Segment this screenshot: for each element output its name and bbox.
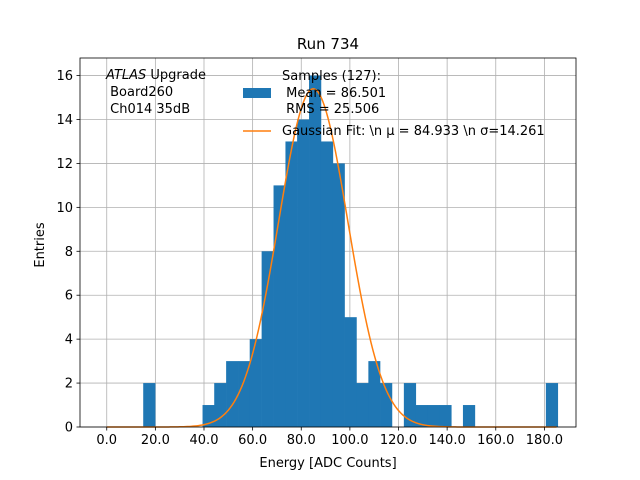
x-axis-label: Energy [ADC Counts] (259, 456, 396, 471)
histogram-bars (143, 75, 559, 428)
histogram-bar (226, 361, 239, 427)
legend-histogram-swatch (243, 88, 271, 98)
annotation-upgrade: Upgrade (146, 68, 206, 83)
x-tick-label: 60.0 (238, 433, 267, 448)
histogram-bar (297, 119, 310, 427)
histogram-bar (356, 383, 369, 427)
histogram-bar (439, 405, 452, 427)
annotation-atlas: ATLAS (105, 68, 146, 83)
legend-samples-label: Samples (127): (282, 69, 381, 84)
x-tick-label: 160.0 (477, 433, 514, 448)
histogram-bar (368, 361, 381, 427)
annotation-line-3: Ch014 35dB (106, 102, 190, 117)
histogram-bar (344, 317, 357, 427)
annotation-line-2: Board260 (106, 85, 173, 100)
annotation-line-1: ATLAS Upgrade (105, 68, 206, 83)
legend-rms-label: RMS = 25.506 (282, 102, 379, 117)
histogram-bar (427, 405, 440, 427)
y-tick-label: 10 (56, 201, 73, 216)
histogram-bar (249, 339, 262, 427)
x-tick-label: 180.0 (526, 433, 563, 448)
histogram-bar (462, 405, 476, 427)
histogram-bar (332, 163, 345, 427)
y-tick-label: 2 (65, 377, 73, 392)
x-tick-label: 20.0 (141, 433, 170, 448)
legend-fit-label: Gaussian Fit: \n μ = 84.933 \n σ=14.261 (282, 124, 545, 139)
histogram-bar (545, 383, 559, 427)
histogram-bar (415, 405, 428, 427)
histogram-bar (380, 383, 393, 427)
histogram-bar (273, 185, 286, 427)
y-axis-label: Entries (33, 222, 48, 268)
y-tick-label: 16 (56, 69, 73, 84)
histogram-bar (403, 383, 417, 427)
y-tick-label: 8 (65, 245, 73, 260)
y-tick-label: 12 (56, 157, 73, 172)
histogram-bar (261, 251, 274, 427)
histogram-bar (309, 75, 322, 428)
plot-frame (79, 57, 577, 428)
chart-title: Run 734 (297, 35, 359, 53)
histogram-bar (285, 141, 298, 427)
atlas-annotation: ATLAS Upgrade Board260 Ch014 35dB (105, 68, 206, 117)
y-tick-label: 6 (65, 289, 73, 304)
legend: Samples (127): Mean = 86.501 RMS = 25.50… (243, 69, 545, 139)
x-tick-label: 0.0 (96, 433, 117, 448)
y-tick-label: 14 (56, 113, 73, 128)
histogram-bar (143, 383, 156, 427)
histogram-bar (238, 361, 251, 427)
y-tick-label: 4 (65, 333, 73, 348)
x-tick-label: 100.0 (331, 433, 368, 448)
x-tick-label: 120.0 (380, 433, 417, 448)
histogram-bar (320, 141, 334, 427)
x-tick-label: 140.0 (429, 433, 466, 448)
x-tick-label: 80.0 (287, 433, 316, 448)
legend-mean-label: Mean = 86.501 (282, 86, 386, 101)
y-tick-label: 0 (65, 421, 73, 436)
x-tick-label: 40.0 (190, 433, 219, 448)
histogram-bar (202, 405, 215, 427)
axis-ticks: 0.0 20.0 40.0 60.0 80.0 100.0 120.0 140.0 160.0 1… (56, 69, 563, 448)
